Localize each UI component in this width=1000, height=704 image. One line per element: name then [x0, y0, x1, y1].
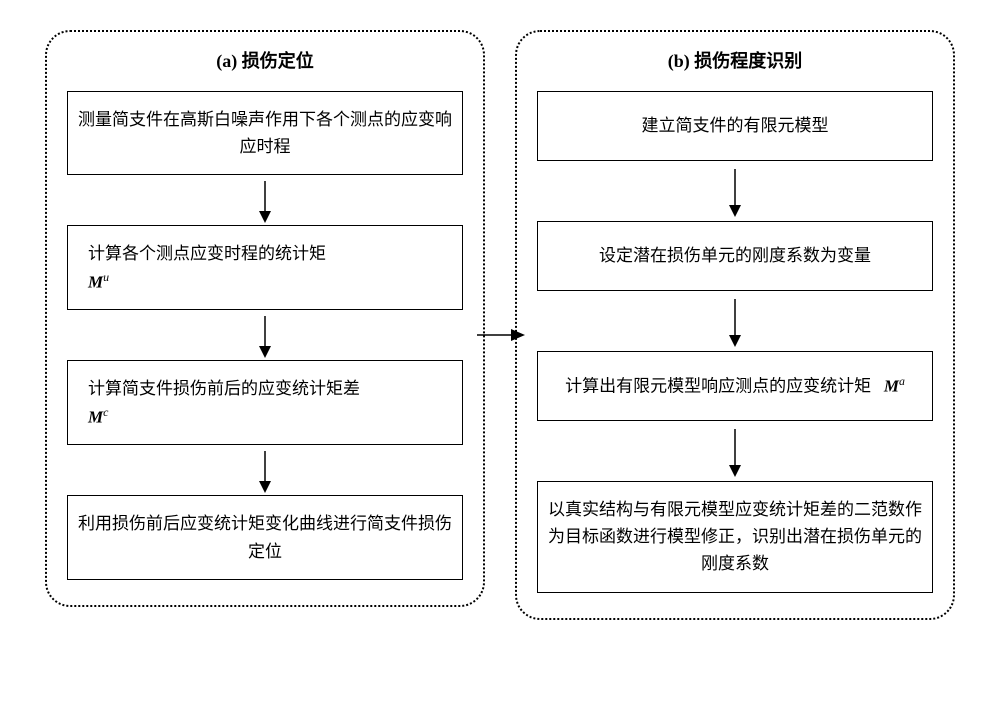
panel-damage-degree: (b) 损伤程度识别 建立简支件的有限元模型 设定潜在损伤单元的刚度系数为变量 …	[515, 30, 955, 620]
connector-arrow	[477, 325, 525, 350]
step-b1: 建立简支件的有限元模型	[537, 91, 933, 161]
symbol-M-c: M	[88, 407, 103, 426]
arrow-a1	[67, 175, 463, 225]
arrow-down-icon	[725, 299, 745, 347]
panel-b-title: (b) 损伤程度识别	[537, 47, 933, 73]
step-a2-text: 计算各个测点应变时程的统计矩	[88, 244, 326, 263]
step-a2: 计算各个测点应变时程的统计矩 Mu	[67, 225, 463, 310]
step-b2-text: 设定潜在损伤单元的刚度系数为变量	[599, 242, 871, 269]
symbol-M-u: M	[88, 272, 103, 291]
panel-a-title: (a) 损伤定位	[67, 47, 463, 73]
arrow-down-icon	[255, 451, 275, 493]
arrow-a3	[67, 445, 463, 495]
step-a3: 计算简支件损伤前后的应变统计矩差 Mc	[67, 360, 463, 445]
symbol-M-a-sup: a	[899, 374, 905, 388]
step-a4: 利用损伤前后应变统计矩变化曲线进行简支件损伤定位	[67, 495, 463, 579]
step-b4-text: 以真实结构与有限元模型应变统计矩差的二范数作为目标函数进行模型修正，识别出潜在损…	[548, 496, 922, 578]
arrow-a2	[67, 310, 463, 360]
step-a1-text: 测量简支件在高斯白噪声作用下各个测点的应变响应时程	[78, 106, 452, 160]
symbol-M-u-sup: u	[103, 270, 109, 284]
step-b2: 设定潜在损伤单元的刚度系数为变量	[537, 221, 933, 291]
symbol-M-a: M	[884, 377, 899, 396]
arrow-right-icon	[477, 325, 525, 345]
arrow-down-icon	[725, 429, 745, 477]
arrow-b3	[537, 421, 933, 481]
symbol-M-c-sup: c	[103, 405, 108, 419]
step-a1: 测量简支件在高斯白噪声作用下各个测点的应变响应时程	[67, 91, 463, 175]
arrow-down-icon	[725, 169, 745, 217]
panel-damage-localization: (a) 损伤定位 测量简支件在高斯白噪声作用下各个测点的应变响应时程 计算各个测…	[45, 30, 485, 607]
arrow-down-icon	[255, 181, 275, 223]
step-a4-text: 利用损伤前后应变统计矩变化曲线进行简支件损伤定位	[78, 510, 452, 564]
step-a3-text: 计算简支件损伤前后的应变统计矩差	[88, 379, 360, 398]
step-b1-text: 建立简支件的有限元模型	[642, 112, 829, 139]
arrow-down-icon	[255, 316, 275, 358]
arrow-b1	[537, 161, 933, 221]
arrow-b2	[537, 291, 933, 351]
step-b3-text: 计算出有限元模型响应测点的应变统计矩	[565, 377, 871, 396]
step-b3: 计算出有限元模型响应测点的应变统计矩 Ma	[537, 351, 933, 421]
step-b4: 以真实结构与有限元模型应变统计矩差的二范数作为目标函数进行模型修正，识别出潜在损…	[537, 481, 933, 593]
